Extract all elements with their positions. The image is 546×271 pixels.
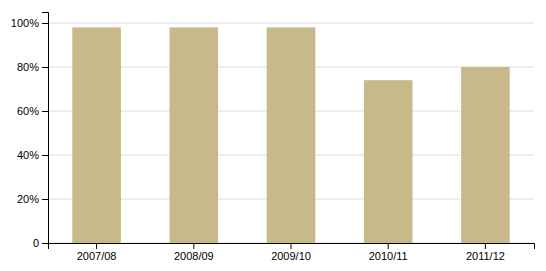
x-tick: 2011/12 bbox=[466, 243, 505, 262]
y-axis-line bbox=[42, 13, 49, 244]
y-tick: 80% bbox=[17, 61, 48, 73]
bars bbox=[72, 27, 509, 243]
x-tick: 2009/10 bbox=[271, 243, 311, 262]
y-tick-label: 60% bbox=[17, 105, 39, 117]
chart-container: 020%40%60%80%100%2007/082008/092009/1020… bbox=[0, 0, 546, 271]
y-tick-mark bbox=[42, 199, 48, 200]
x-axis: 2007/08 2008/09 2009/10 2010/11 2011/12 bbox=[49, 243, 535, 262]
chart-svg: 020%40%60%80%100%2007/082008/092009/1020… bbox=[0, 0, 546, 271]
y-tick-mark bbox=[42, 67, 48, 68]
y-tick-mark bbox=[42, 155, 48, 156]
y-tick-label: 0 bbox=[33, 237, 39, 249]
y-tick: 0 bbox=[33, 237, 48, 249]
y-tick: 20% bbox=[17, 193, 48, 205]
x-tick-mark bbox=[96, 243, 97, 249]
y-tick-label: 20% bbox=[17, 193, 39, 205]
x-tick-mark bbox=[193, 243, 194, 249]
x-tick-label: 2010/11 bbox=[369, 250, 408, 262]
bar bbox=[461, 67, 510, 243]
bar bbox=[72, 27, 121, 243]
y-tick-label: 80% bbox=[17, 61, 39, 73]
x-axis-line bbox=[49, 244, 535, 250]
x-tick-mark bbox=[388, 243, 389, 249]
x-tick: 2008/09 bbox=[174, 243, 214, 262]
x-tick-mark bbox=[291, 243, 292, 249]
y-tick-label: 100% bbox=[11, 17, 39, 29]
bar bbox=[170, 27, 219, 243]
y-tick-mark bbox=[42, 243, 48, 244]
y-tick: 60% bbox=[17, 105, 48, 117]
x-tick-label: 2011/12 bbox=[466, 250, 505, 262]
grid-line bbox=[48, 23, 534, 24]
x-tick-label: 2008/09 bbox=[174, 250, 214, 262]
y-tick-label: 40% bbox=[17, 149, 39, 161]
y-tick: 100% bbox=[11, 17, 48, 29]
y-tick: 40% bbox=[17, 149, 48, 161]
x-tick: 2007/08 bbox=[77, 243, 117, 262]
grid bbox=[48, 23, 534, 243]
x-tick-label: 2007/08 bbox=[77, 250, 117, 262]
bar bbox=[267, 27, 316, 243]
x-tick-label: 2009/10 bbox=[271, 250, 311, 262]
x-tick-mark bbox=[485, 243, 486, 249]
y-tick-mark bbox=[42, 23, 48, 24]
y-axis: 0 20% 40% 60% 80% 100% bbox=[11, 13, 49, 250]
y-tick-mark bbox=[42, 111, 48, 112]
x-tick: 2010/11 bbox=[369, 243, 408, 262]
bar bbox=[364, 80, 413, 243]
plot-area: 020%40%60%80%100%2007/082008/092009/1020… bbox=[11, 13, 535, 262]
